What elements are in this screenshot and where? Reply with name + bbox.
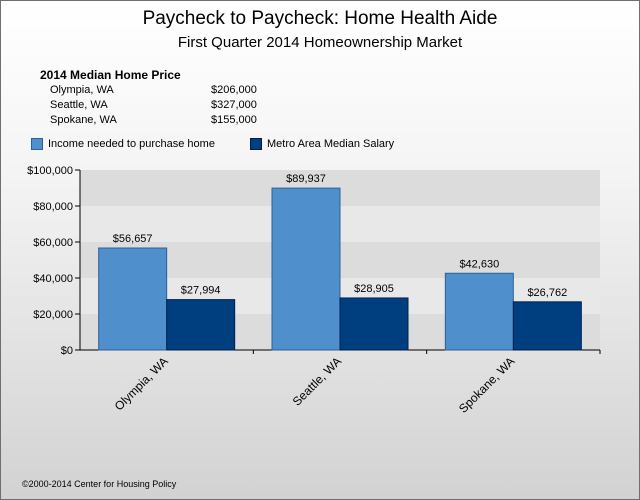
bar-value-label: $42,630	[459, 258, 499, 270]
price-city: Olympia, WA	[50, 84, 114, 96]
bar-income-needed	[271, 187, 341, 351]
x-tick-label: Seattle, WA	[290, 354, 344, 408]
price-value: $327,000	[211, 99, 257, 111]
chart-title: Paycheck to Paycheck: Home Health Aide	[142, 8, 498, 29]
x-tick-label: Olympia, WA	[112, 354, 171, 413]
legend-label: Metro Area Median Salary	[267, 138, 395, 150]
legend-swatch-median-salary	[250, 138, 262, 150]
bar-value-label: $56,657	[113, 233, 153, 245]
bar-income-needed	[98, 247, 168, 351]
x-tick-label: Spokane, WA	[456, 354, 517, 415]
y-tick-label: $0	[61, 345, 73, 357]
bar-value-label: $28,905	[354, 283, 394, 295]
y-tick-label: $20,000	[33, 309, 73, 321]
legend-item-income-needed: Income needed to purchase home	[31, 138, 215, 150]
bar-median-salary	[166, 299, 236, 351]
bar-median-salary	[512, 301, 582, 351]
price-value: $155,000	[211, 114, 257, 126]
y-tick-label: $80,000	[33, 201, 73, 213]
y-tick-label: $40,000	[33, 273, 73, 285]
price-value: $206,000	[211, 84, 257, 96]
copyright-footer: ©2000-2014 Center for Housing Policy	[22, 479, 177, 489]
legend-item-median-salary: Metro Area Median Salary	[250, 138, 394, 150]
median-price-heading: 2014 Median Home Price	[40, 68, 181, 82]
price-city: Seattle, WA	[50, 99, 108, 111]
bar-value-label: $89,937	[286, 173, 326, 185]
bar-median-salary	[339, 297, 409, 351]
bar-value-label: $26,762	[527, 287, 567, 299]
y-tick-label: $60,000	[33, 237, 73, 249]
bar-value-label: $27,994	[181, 285, 221, 297]
legend-swatch-income-needed	[31, 138, 43, 150]
bar-income-needed	[444, 272, 514, 351]
legend-label: Income needed to purchase home	[48, 138, 215, 150]
y-tick-label: $100,000	[27, 165, 73, 177]
chart-subtitle: First Quarter 2014 Homeownership Market	[177, 34, 463, 51]
price-city: Spokane, WA	[50, 114, 117, 126]
